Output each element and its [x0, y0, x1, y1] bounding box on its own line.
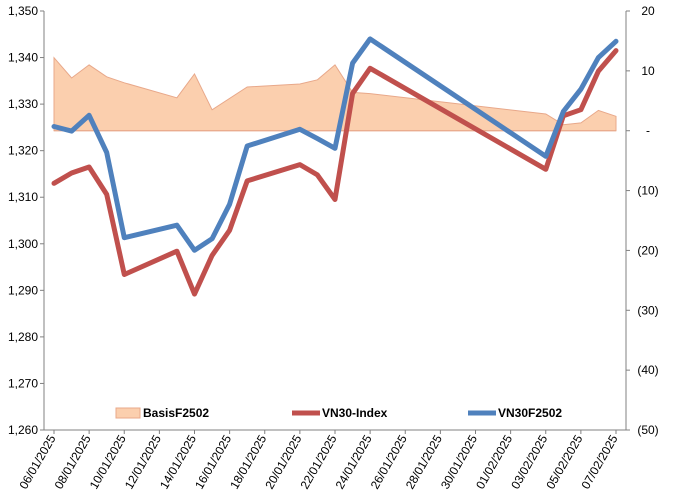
- right-tick-label: (20): [637, 243, 658, 257]
- right-tick-label: (30): [637, 303, 658, 317]
- right-tick-label: (50): [637, 423, 658, 437]
- left-tick-label: 1,280: [8, 330, 38, 344]
- x-tick-label: 07/02/2025: [578, 432, 620, 491]
- left-tick-label: 1,290: [8, 283, 38, 297]
- left-tick-label: 1,320: [8, 144, 38, 158]
- area-BasisF2502: [53, 56, 617, 132]
- legend-label-VN30-Index: VN30-Index: [322, 406, 388, 420]
- left-tick-label: 1,350: [8, 4, 38, 18]
- legend: BasisF2502 VN30-Index VN30F2502: [115, 406, 562, 420]
- right-tick-label: (10): [637, 184, 658, 198]
- left-tick-label: 1,300: [8, 237, 38, 251]
- legend-label-BasisF2502: BasisF2502: [143, 406, 209, 420]
- legend-swatch-BasisF2502: [115, 407, 141, 419]
- series-line-VN30F2502: [51, 36, 619, 253]
- line-series-layer: [51, 36, 619, 297]
- right-tick-label: -: [646, 124, 650, 138]
- left-tick-label: 1,270: [8, 376, 38, 390]
- right-tick-label: 10: [641, 64, 655, 78]
- left-tick-label: 1,330: [8, 97, 38, 111]
- right-tick-label: 20: [641, 4, 655, 18]
- left-tick-label: 1,340: [8, 51, 38, 65]
- left-tick-label: 1,260: [8, 423, 38, 437]
- right-tick-label: (40): [637, 363, 658, 377]
- area-series-layer: [53, 56, 617, 132]
- left-tick-label: 1,310: [8, 190, 38, 204]
- legend-label-VN30F2502: VN30F2502: [498, 406, 562, 420]
- axes-layer: [40, 10, 630, 434]
